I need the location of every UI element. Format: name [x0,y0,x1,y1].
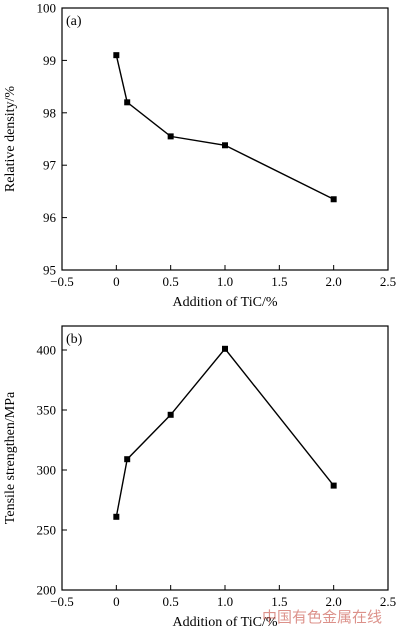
data-point-b [124,456,131,463]
x-tick-label-a: 1.5 [271,274,287,289]
x-tick-label-b: 1.5 [271,594,287,609]
y-tick-label-a: 96 [43,210,57,225]
data-point-a [222,142,228,149]
data-point-b [222,345,228,352]
x-tick-label-a: −0.5 [50,274,74,289]
y-axis-title-a: Relative density/% [3,86,18,192]
watermark-text: 中国有色金属在线 [262,608,382,626]
x-tick-label-b: 1.0 [217,594,233,609]
y-tick-label-b: 200 [37,583,57,598]
series-line-a [115,55,334,200]
y-tick-label-b: 400 [37,343,57,358]
y-tick-label-b: 350 [37,403,57,418]
plot-frame-b [61,325,389,591]
panel-label-b: (b) [66,332,83,347]
panel-label-a: (a) [66,14,82,29]
x-tick-label-b: −0.5 [50,594,74,609]
x-axis-title-a: Addition of TiC/% [172,295,277,310]
y-tick-label-a: 98 [43,105,56,120]
x-tick-label-a: 2.5 [380,274,396,289]
x-tick-label-a: 0.5 [163,274,179,289]
x-tick-label-b: 2.0 [326,594,342,609]
data-point-a [167,133,174,140]
data-point-b [113,513,120,520]
plot-frame-a [61,7,389,271]
x-tick-label-b: 0 [113,594,120,609]
x-tick-label-a: 0 [113,274,120,289]
data-point-b [330,482,337,489]
y-axis-title-b: Tensile strengthen/MPa [3,391,18,524]
chart-panel-a: −0.5 0 0.5 1.0 1.5 2.0 2.5 95 96 97 98 99 100 Additio… [3,1,396,311]
data-point-a [124,99,131,106]
y-tick-label-a: 97 [43,158,57,173]
data-point-a [113,52,120,59]
x-tick-label-b: 2.5 [380,594,396,609]
chart-panel-b: −0.5 0 0.5 1.0 1.5 2.0 2.5 200 250 300 350 400 Addit… [3,325,396,630]
data-point-b [167,411,174,418]
data-point-a [330,196,337,203]
x-tick-label-a: 2.0 [326,274,342,289]
x-tick-label-a: 1.0 [217,274,233,289]
y-tick-label-b: 250 [37,523,57,538]
y-tick-label-a: 99 [43,53,56,68]
y-tick-label-b: 300 [37,463,57,478]
series-line-b [115,347,335,517]
y-tick-label-a: 95 [43,263,56,278]
y-tick-label-a: 100 [37,1,57,16]
x-axis-title-b: Addition of TiC/% [172,615,277,630]
x-tick-label-b: 0.5 [163,594,179,609]
